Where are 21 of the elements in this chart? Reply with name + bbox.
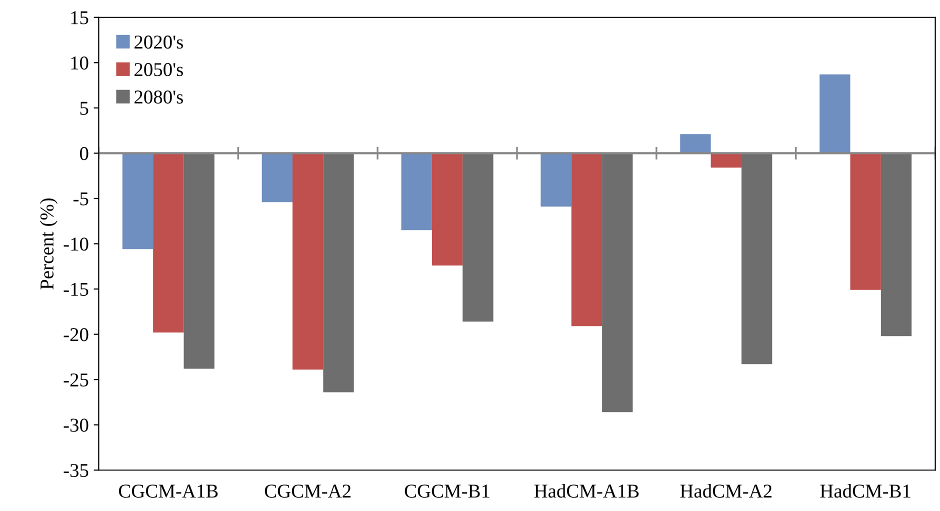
y-tick-label: -20 (64, 328, 88, 342)
x-tick-label: CGCM-B1 (404, 484, 490, 498)
y-tick-label: 10 (71, 56, 88, 70)
y-tick-label: -10 (64, 238, 88, 251)
legend-label: 2020's (134, 36, 183, 49)
y-tick-label: 5 (80, 102, 88, 115)
y-axis-title: Percent (%) (40, 198, 58, 290)
y-tick-label: -15 (64, 282, 88, 296)
x-tick-label: CGCM-A2 (264, 484, 351, 498)
y-tick-label: 15 (71, 11, 88, 24)
y-tick-label: -5 (74, 192, 88, 206)
x-tick-label: HadCM-B1 (820, 484, 910, 498)
x-tick-label: HadCM-A1B (534, 484, 639, 498)
x-tick-label: CGCM-A1B (118, 484, 218, 498)
y-tick-label: -25 (64, 373, 88, 387)
x-tick-label: HadCM-A2 (680, 484, 772, 498)
legend-label: 2050's (134, 63, 183, 76)
legend-label: 2080's (134, 90, 183, 104)
y-tick-label: 0 (80, 147, 88, 160)
y-tick-label: -30 (64, 418, 88, 432)
y-tick-label: -35 (64, 464, 88, 478)
